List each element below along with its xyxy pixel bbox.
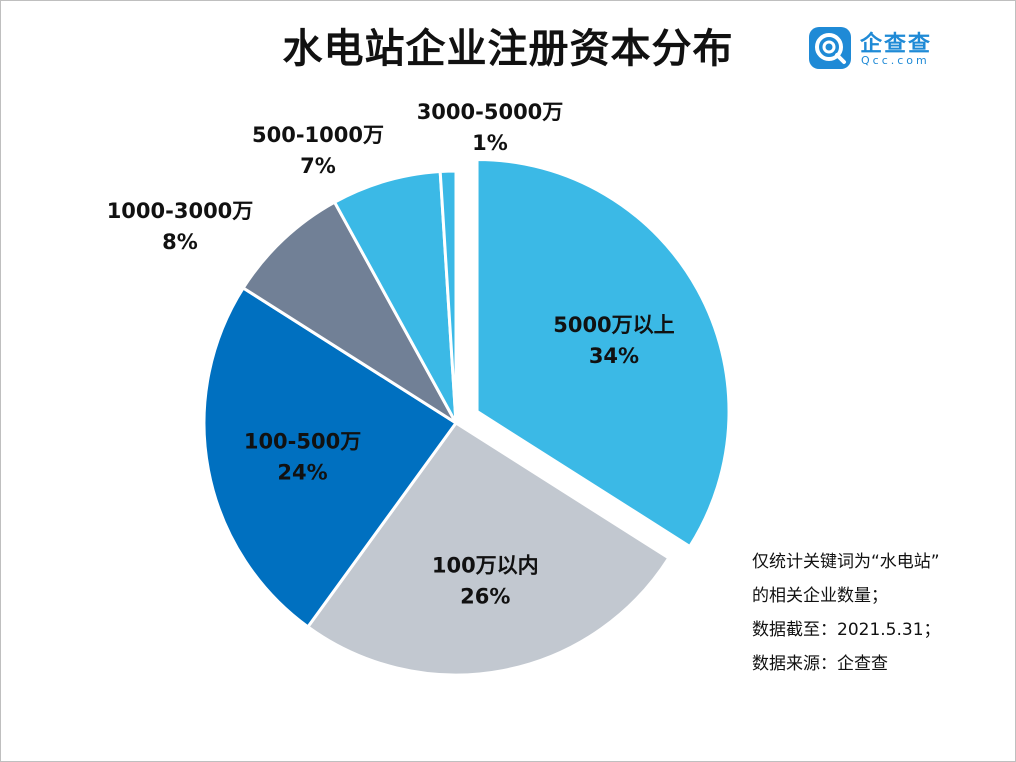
pie-slice-1000-3000 [241,200,458,425]
slice-category-label: 1000-3000万 [107,199,254,223]
slice-category-label: 500-1000万 [252,123,384,147]
qcc-logo-icon [809,27,851,69]
chart-title: 水电站企业注册资本分布 [282,26,734,72]
slice-category-label: 100万以内 [432,553,539,577]
pie-slice-100-500 [202,286,458,629]
slice-percent-label: 7% [300,154,336,178]
slice-percent-label: 26% [460,584,510,608]
slice-percent-label: 24% [277,460,327,484]
logo-name: 企查查 [860,32,933,57]
pie-slice-500-1000 [333,169,458,425]
slice-category-label: 3000-5000万 [417,100,564,124]
pie-slice-5000 [475,157,731,548]
pie-slice-100 [306,421,671,677]
qcc-logo: 企查查 Qcc.com [808,26,948,72]
footnote: 仅统计关键词为“水电站” 的相关企业数量； 数据截至：2021.5.31； 数据… [752,545,941,681]
slice-category-label: 100-500万 [244,429,361,453]
footnote-line: 仅统计关键词为“水电站” [752,552,940,572]
footnote-line: 数据来源：企查查 [752,654,888,674]
slice-percent-label: 1% [472,131,508,155]
slice-percent-label: 34% [589,344,639,368]
logo-domain: Qcc.com [861,54,930,67]
pie-slice-3000-5000 [438,169,458,425]
slice-percent-label: 8% [162,230,198,254]
footnote-line: 的相关企业数量； [752,586,888,606]
footnote-line: 数据截至：2021.5.31； [752,620,941,640]
slice-category-label: 5000万以上 [553,313,674,337]
